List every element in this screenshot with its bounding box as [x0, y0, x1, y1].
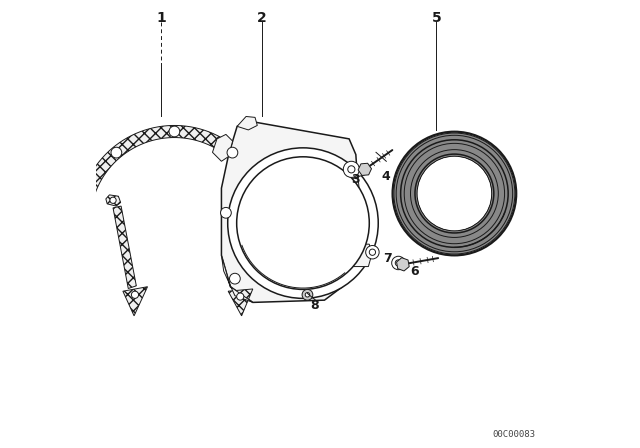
Circle shape — [392, 256, 405, 270]
Text: 4: 4 — [382, 170, 390, 183]
Polygon shape — [228, 289, 253, 316]
Circle shape — [237, 157, 369, 289]
Text: 6: 6 — [410, 264, 419, 278]
Text: 1: 1 — [156, 11, 166, 25]
Polygon shape — [237, 116, 257, 130]
Text: 5: 5 — [431, 11, 442, 25]
Polygon shape — [123, 287, 148, 316]
Circle shape — [228, 148, 378, 298]
Text: 2: 2 — [257, 11, 267, 25]
Circle shape — [111, 147, 122, 158]
Circle shape — [82, 193, 93, 204]
Circle shape — [237, 293, 244, 300]
Circle shape — [227, 147, 238, 158]
Polygon shape — [236, 213, 249, 290]
Polygon shape — [221, 121, 362, 302]
Circle shape — [305, 293, 310, 297]
Polygon shape — [349, 244, 371, 267]
Text: 00C00083: 00C00083 — [492, 430, 535, 439]
Polygon shape — [397, 258, 409, 271]
Circle shape — [230, 273, 240, 284]
Text: 8: 8 — [310, 299, 319, 312]
Circle shape — [396, 260, 401, 266]
Circle shape — [343, 161, 360, 177]
Circle shape — [110, 197, 116, 203]
Circle shape — [365, 246, 379, 259]
Circle shape — [348, 166, 355, 173]
Circle shape — [131, 291, 139, 298]
Circle shape — [221, 207, 231, 218]
Polygon shape — [350, 177, 365, 260]
Circle shape — [303, 290, 312, 299]
Circle shape — [418, 157, 491, 230]
Circle shape — [256, 193, 267, 204]
Polygon shape — [106, 195, 121, 206]
Polygon shape — [79, 125, 270, 210]
Circle shape — [169, 126, 180, 137]
Circle shape — [302, 289, 313, 300]
Circle shape — [369, 249, 376, 255]
Wedge shape — [394, 133, 515, 254]
Polygon shape — [347, 166, 365, 179]
Polygon shape — [358, 163, 371, 176]
Polygon shape — [212, 134, 233, 161]
Polygon shape — [221, 255, 253, 302]
Text: 3: 3 — [351, 172, 360, 186]
Text: 7: 7 — [383, 252, 392, 266]
Polygon shape — [113, 206, 136, 289]
